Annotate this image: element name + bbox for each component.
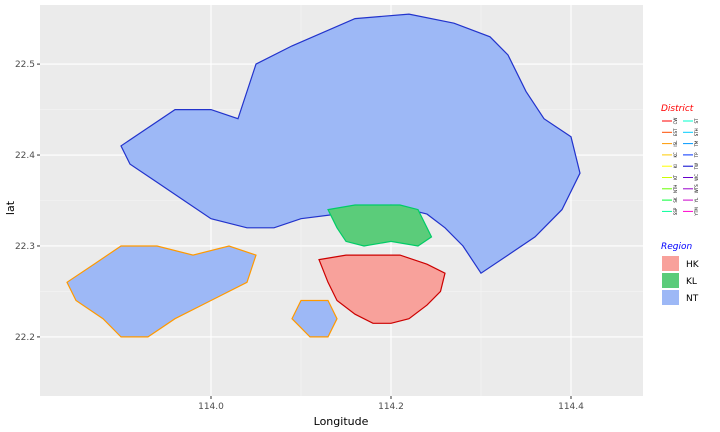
- x-axis-title: Longitude: [314, 415, 369, 428]
- district-key-label: YL: [694, 197, 699, 203]
- district-legend-title: District: [661, 104, 694, 114]
- district-key-label: TM: [694, 140, 699, 147]
- region-legend-title: Region: [661, 242, 693, 252]
- x-tick-label: 114.0: [198, 402, 224, 412]
- district-key-label: TW: [694, 163, 699, 170]
- district-key-label: KT: [673, 175, 678, 180]
- region-legend: Region HK KL NT: [661, 242, 700, 305]
- region-key-label: KL: [686, 277, 697, 287]
- region-key-swatch: [662, 256, 679, 271]
- region-nt-shape: [120, 13, 581, 275]
- x-tick-label: 114.4: [558, 402, 584, 412]
- district-key-label: EST: [673, 128, 678, 136]
- district-key-label: ISL: [673, 140, 678, 147]
- x-tick-label: 114.2: [378, 402, 404, 412]
- district-key-label: NTH: [673, 185, 678, 193]
- district-key-label: SK: [673, 197, 678, 203]
- district-key-label: TP: [694, 152, 699, 158]
- district-key-label: WTS: [694, 184, 699, 193]
- y-tick-label: 22.3: [15, 242, 35, 252]
- y-axis-ticks: 22.2 22.3 22.4 22.5: [15, 60, 40, 343]
- district-key-label: WC: [694, 174, 699, 181]
- district-key-label: KC: [673, 152, 678, 157]
- district-key-label: KI: [673, 164, 678, 168]
- y-tick-label: 22.2: [15, 333, 35, 343]
- region-hk-shape: [318, 254, 446, 324]
- y-axis-title: lat: [4, 200, 17, 215]
- region-key-swatch: [662, 290, 679, 305]
- x-axis-ticks: 114.0 114.2 114.4: [198, 396, 584, 412]
- region-nt-shape: [291, 299, 338, 338]
- district-legend: District CW EST ISL KC KI KT NTH SK SSP ST STH TM TP…: [661, 104, 699, 217]
- region-key-label: NT: [686, 294, 699, 304]
- region-polygons: [66, 13, 581, 338]
- district-key-label: SSP: [673, 207, 678, 215]
- region-kl-shape: [327, 204, 433, 247]
- region-key-label: HK: [686, 260, 700, 270]
- region-key-swatch: [662, 273, 679, 288]
- district-key-label: CW: [673, 118, 678, 125]
- district-key-label: ST: [694, 118, 699, 124]
- district-key-label: YTM: [694, 207, 699, 217]
- region-nt-shape: [66, 245, 257, 338]
- y-tick-label: 22.4: [15, 151, 35, 161]
- district-key-label: STH: [694, 128, 699, 136]
- y-tick-label: 22.5: [15, 60, 35, 70]
